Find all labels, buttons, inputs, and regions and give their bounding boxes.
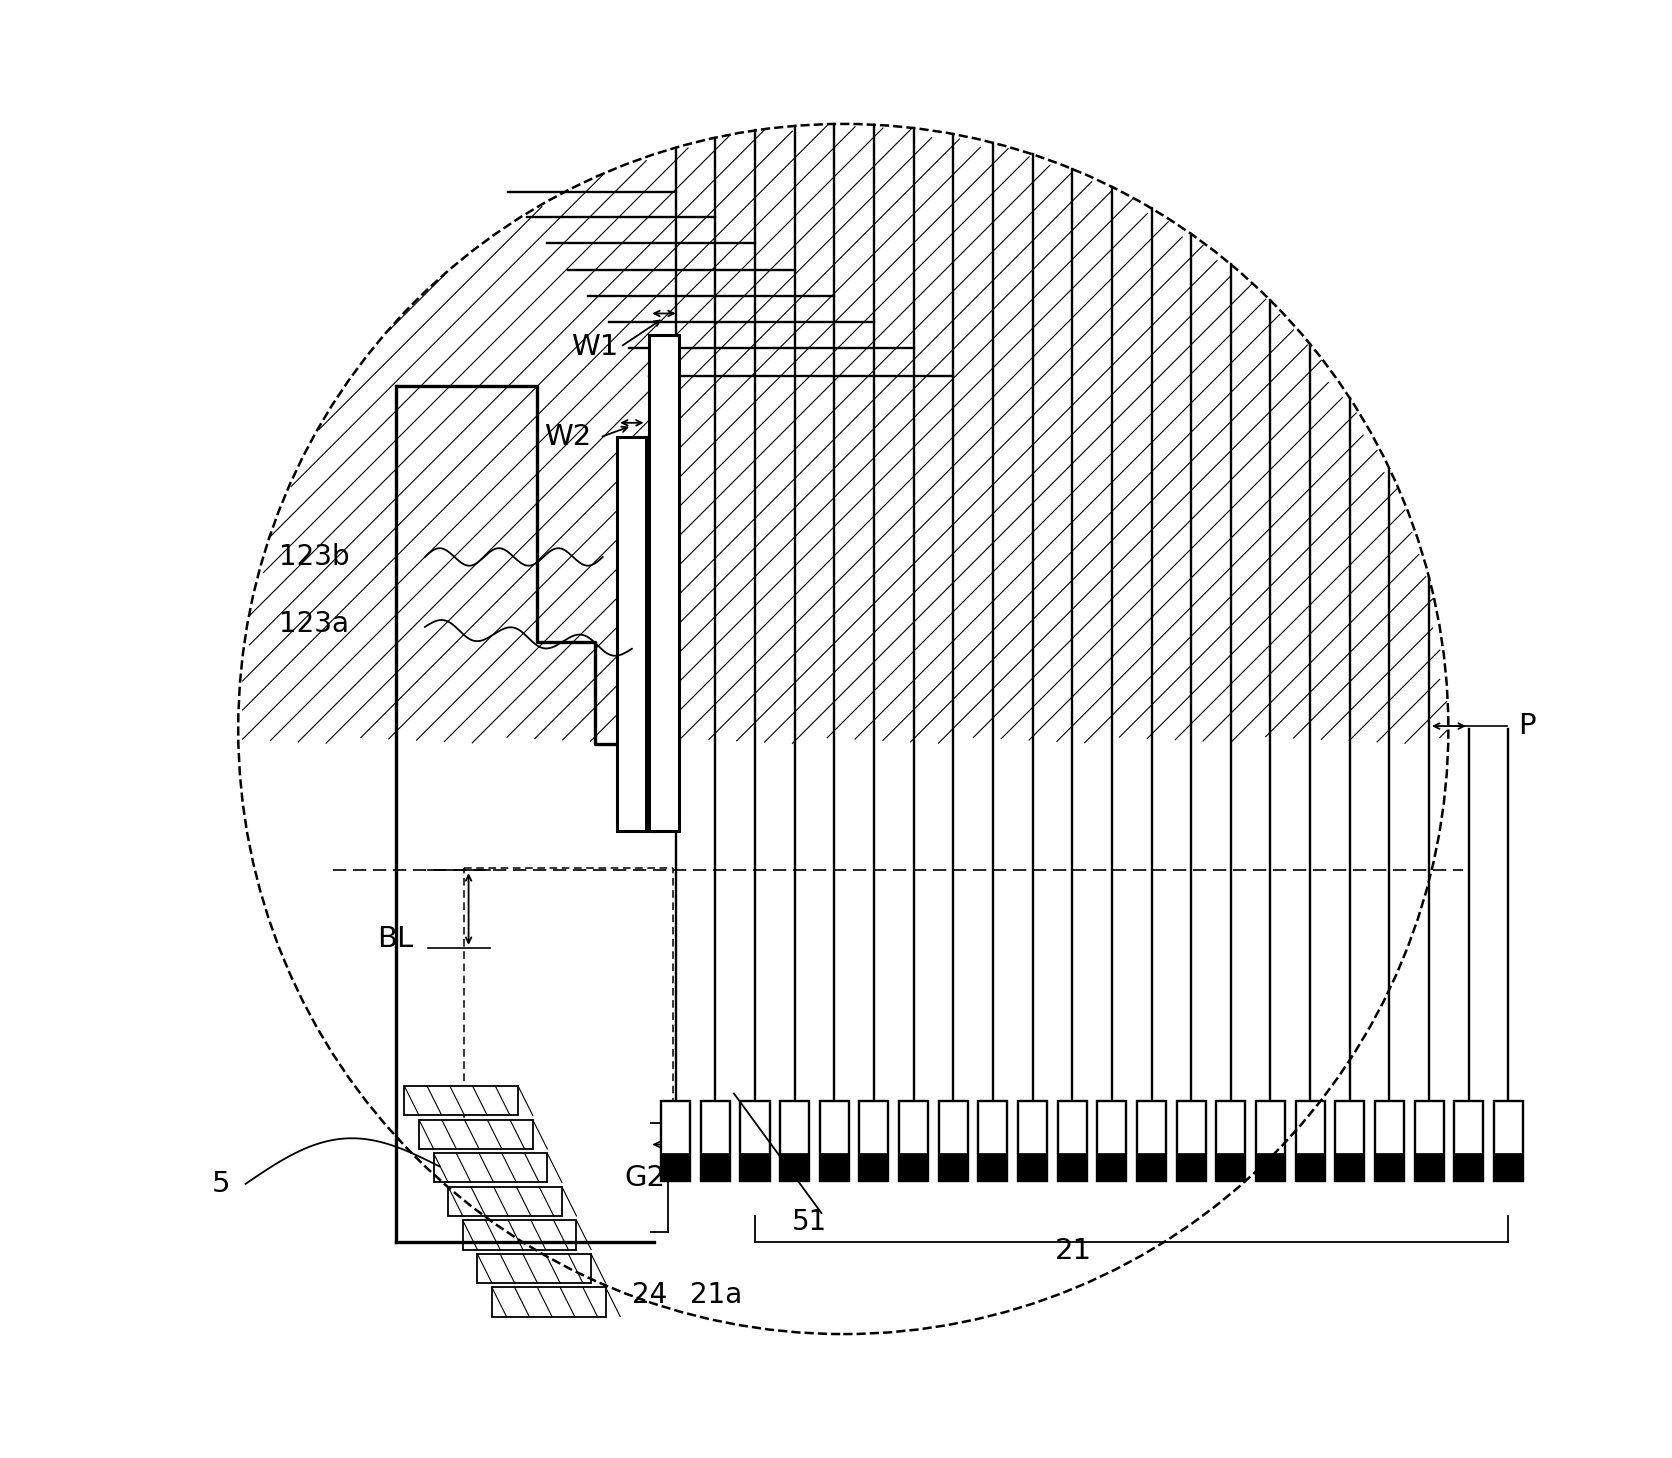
Bar: [859, 1153, 888, 1181]
Bar: [701, 1101, 731, 1181]
Text: 51: 51: [793, 1207, 828, 1236]
Bar: [1455, 1101, 1483, 1181]
Bar: [463, 1220, 577, 1250]
Text: 5: 5: [212, 1169, 231, 1198]
Bar: [1216, 1101, 1246, 1181]
Bar: [900, 1101, 928, 1181]
Text: 123a: 123a: [279, 609, 349, 639]
Bar: [1296, 1101, 1324, 1181]
Bar: [1336, 1153, 1364, 1181]
Text: 21a: 21a: [691, 1280, 742, 1309]
Bar: [1018, 1153, 1047, 1181]
Bar: [492, 1287, 605, 1317]
Bar: [1455, 1153, 1483, 1181]
Bar: [819, 1153, 849, 1181]
Bar: [701, 1153, 731, 1181]
Bar: [448, 1187, 562, 1216]
Bar: [660, 1101, 691, 1181]
Text: P: P: [1518, 712, 1537, 741]
Bar: [1493, 1153, 1523, 1181]
Bar: [1058, 1153, 1087, 1181]
Bar: [405, 1086, 518, 1115]
Bar: [859, 1101, 888, 1181]
Bar: [1374, 1101, 1404, 1181]
Text: BL: BL: [376, 924, 413, 954]
Bar: [1137, 1153, 1165, 1181]
Bar: [660, 1153, 691, 1181]
Text: W1: W1: [570, 332, 619, 362]
Bar: [781, 1153, 809, 1181]
Bar: [433, 1153, 547, 1182]
Bar: [1256, 1101, 1286, 1181]
Text: G2: G2: [625, 1163, 665, 1193]
Bar: [1177, 1101, 1206, 1181]
Bar: [1493, 1101, 1523, 1181]
Bar: [741, 1101, 769, 1181]
Bar: [938, 1101, 968, 1181]
Bar: [978, 1101, 1008, 1181]
Bar: [477, 1254, 592, 1283]
Text: 21: 21: [1055, 1236, 1092, 1266]
Text: 24: 24: [632, 1280, 667, 1309]
Bar: [978, 1153, 1008, 1181]
Bar: [819, 1101, 849, 1181]
Bar: [1097, 1101, 1127, 1181]
Bar: [1374, 1153, 1404, 1181]
Bar: [938, 1153, 968, 1181]
Text: W2: W2: [545, 423, 592, 452]
Bar: [781, 1101, 809, 1181]
Bar: [1256, 1153, 1286, 1181]
Bar: [741, 1153, 769, 1181]
Bar: [420, 1120, 533, 1149]
Bar: [1097, 1153, 1127, 1181]
Bar: [1177, 1153, 1206, 1181]
Bar: [1415, 1153, 1443, 1181]
Bar: [1018, 1101, 1047, 1181]
Bar: [1137, 1101, 1165, 1181]
Bar: [1296, 1153, 1324, 1181]
Bar: [900, 1153, 928, 1181]
Bar: [1216, 1153, 1246, 1181]
Bar: [649, 335, 679, 831]
Bar: [617, 437, 647, 831]
Bar: [1336, 1101, 1364, 1181]
Bar: [1058, 1101, 1087, 1181]
Bar: [1415, 1101, 1443, 1181]
Text: 123b: 123b: [279, 542, 349, 572]
